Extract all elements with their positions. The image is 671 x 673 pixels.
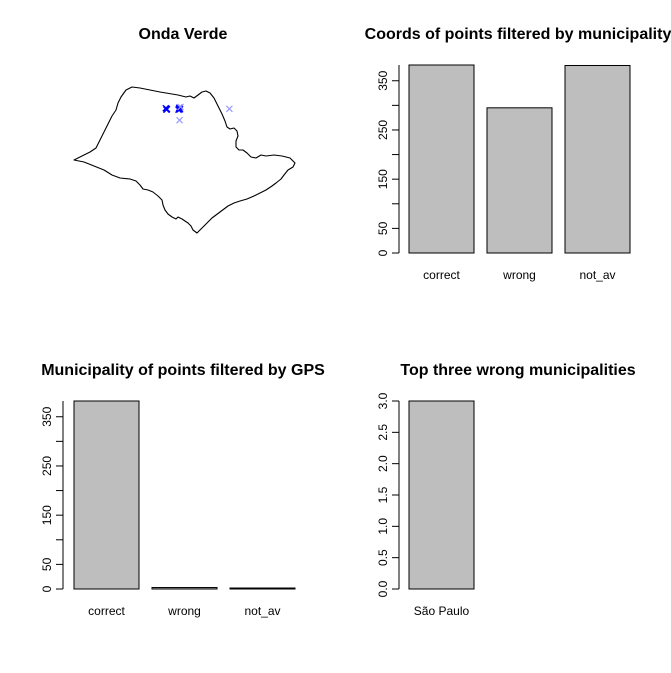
y-tick-label: 0 <box>376 249 390 256</box>
bar <box>408 400 475 590</box>
bar-chart-title: Top three wrong municipalities <box>400 362 635 379</box>
bar <box>408 64 475 254</box>
panel-bar-top-wrong: Top three wrong municipalities 0.0 0.5 1.0… <box>376 362 636 618</box>
bar <box>151 587 218 590</box>
map-point-marker <box>176 116 183 124</box>
y-tick-label: 350 <box>40 406 54 426</box>
y-tick-label: 0.0 <box>376 580 390 597</box>
y-tick-label: 0 <box>40 585 54 592</box>
panel-bar-gps: Municipality of points filtered by GPS 0… <box>40 362 325 618</box>
y-tick-label: 3.0 <box>376 392 390 409</box>
x-tick-label: São Paulo <box>414 604 470 618</box>
y-tick-label: 150 <box>40 505 54 525</box>
y-tick-label: 350 <box>376 70 390 90</box>
map-point-marker <box>225 105 233 113</box>
map-point-marker <box>177 103 184 111</box>
bar <box>486 107 553 254</box>
state-outline <box>73 86 296 234</box>
y-tick-label: 50 <box>40 557 54 571</box>
bar-chart-title: Coords of points filtered by municipalit… <box>365 26 671 43</box>
y-tick-label: 1.0 <box>376 518 390 535</box>
x-tick-label: not_av <box>244 604 280 618</box>
bar <box>564 64 631 254</box>
panel-bar-municipality: Coords of points filtered by municipalit… <box>365 26 671 282</box>
y-tick-label: 150 <box>376 169 390 189</box>
map-title: Onda Verde <box>139 26 228 43</box>
bar-chart-top-wrong: 0.0 0.5 1.0 1.5 2.0 2.5 3.0 São Paulo <box>376 392 475 618</box>
bar-chart-municipality: 0 50 150 250 350 correct wrong not_av <box>376 64 631 282</box>
panel-map: Onda Verde <box>73 26 296 234</box>
y-tick-label: 250 <box>376 120 390 140</box>
y-tick-label: 2.0 <box>376 455 390 472</box>
x-tick-label: wrong <box>502 268 536 282</box>
bar-chart-gps: 0 50 150 250 350 correct wrong not_av <box>40 400 296 618</box>
y-tick-label: 2.5 <box>376 424 390 441</box>
y-tick-label: 1.5 <box>376 486 390 503</box>
y-tick-label: 50 <box>376 221 390 235</box>
map-point-marker <box>162 104 170 112</box>
x-tick-label: correct <box>423 268 460 282</box>
x-tick-label: not_av <box>579 268 615 282</box>
map-points <box>162 103 233 124</box>
x-tick-label: correct <box>88 604 125 618</box>
y-tick-label: 0.5 <box>376 549 390 566</box>
bar <box>73 400 140 590</box>
bar <box>229 587 296 590</box>
bar-chart-title: Municipality of points filtered by GPS <box>41 362 325 379</box>
x-tick-label: wrong <box>167 604 201 618</box>
y-tick-label: 250 <box>40 456 54 476</box>
